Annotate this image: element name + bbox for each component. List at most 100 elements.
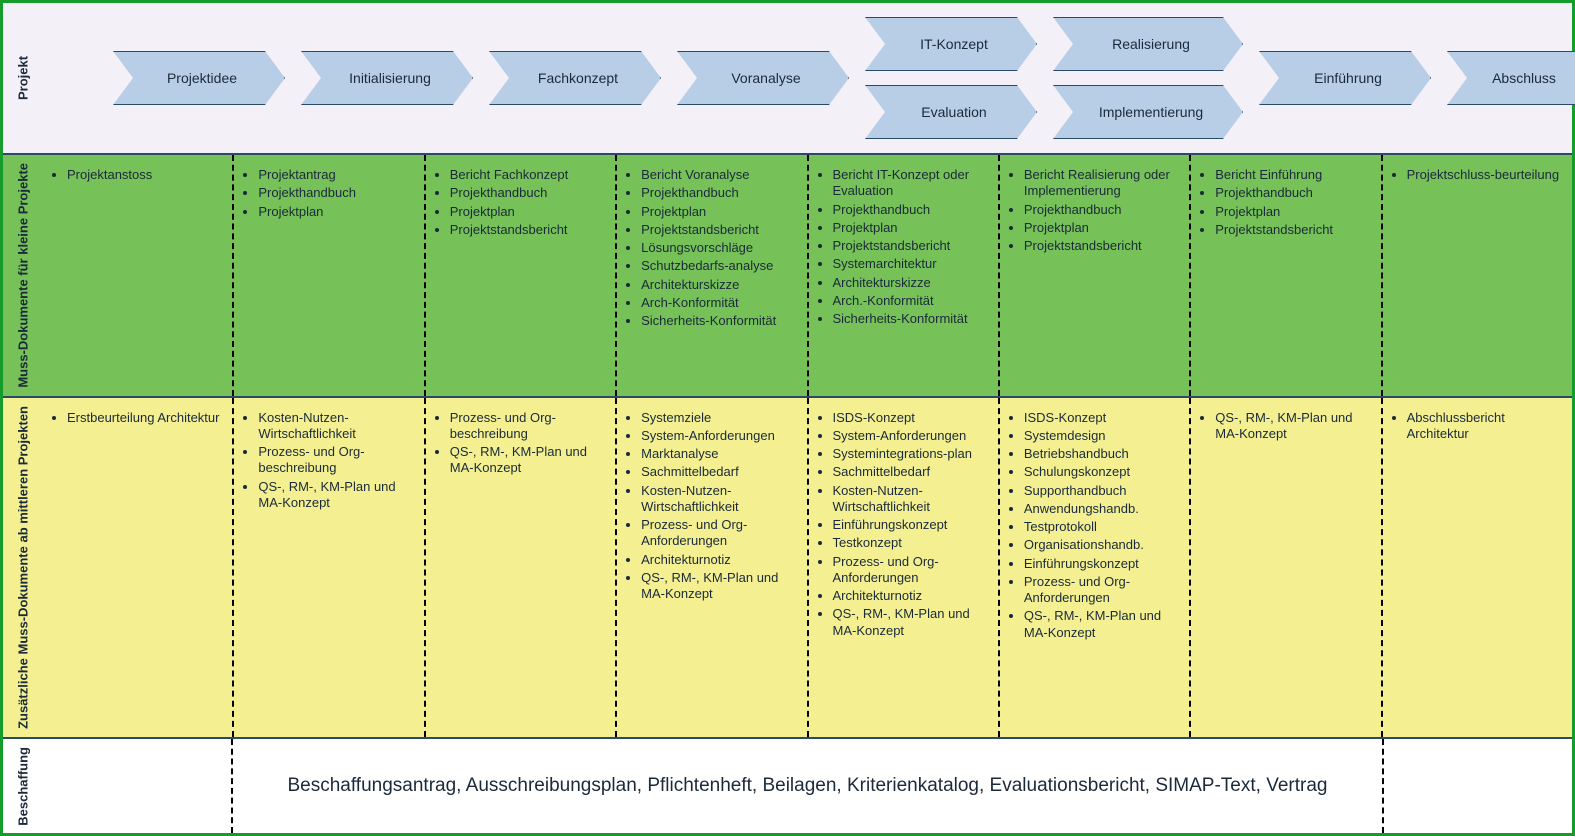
green-columns: ProjektanstossProjektantragProjekthandbu… [43,155,1572,396]
doc-item: Projektstandsbericht [450,222,609,238]
doc-list: Projektschluss-beurteilung [1389,167,1566,183]
row-beschaffung: Beschaffung Beschaffungsantrag, Ausschre… [3,739,1572,834]
row-muss-mittlere: Zusätzliche Muss-Dokumente ab mittleren … [3,398,1572,739]
doc-item: Systemintegrations-plan [833,446,992,462]
diagram-canvas: Projekt ProjektideeInitialisierungFachko… [0,0,1575,836]
phase-chevron: IT-Konzept [865,17,1037,71]
phase-chevron: Fachkonzept [489,51,661,105]
doc-list: Bericht IT-Konzept oder EvaluationProjek… [815,167,992,327]
doc-item: Prozess- und Org-Anforderungen [1024,574,1183,607]
vlabel-muss-kleine: Muss-Dokumente für kleine Projekte [3,155,43,396]
doc-item: Arch.-Konformität [833,293,992,309]
doc-item: Einführungskonzept [1024,556,1183,572]
doc-item: Projektstandsbericht [1024,238,1183,254]
doc-item: Prozess- und Org-beschreibung [450,410,609,443]
doc-item: Kosten-Nutzen-Wirtschaftlichkeit [833,483,992,516]
doc-item: Projektplan [1024,220,1183,236]
doc-item: Einführungskonzept [833,517,992,533]
phase-chevron: Einführung [1259,51,1431,105]
doc-item: Arch-Konformität [641,295,800,311]
doc-item: QS-, RM-, KM-Plan und MA-Konzept [1024,608,1183,641]
doc-item: Projekthandbuch [258,185,417,201]
doc-item: QS-, RM-, KM-Plan und MA-Konzept [450,444,609,477]
yellow-col: ISDS-Konzept System-Anforderungen Systemin… [809,398,1000,737]
doc-item: Sachmittelbedarf [641,464,800,480]
doc-list: Bericht FachkonzeptProjekthandbuchProjek… [432,167,609,238]
doc-item: Betriebshandbuch [1024,446,1183,462]
green-col: Bericht EinführungProjekthandbuchProjekt… [1191,155,1382,396]
beschaffung-col-empty-right [1384,739,1572,834]
phase-chevron: Evaluation [865,85,1037,139]
phase-chevron: Implementierung [1053,85,1243,139]
doc-item: Architekturnotiz [641,552,800,568]
yellow-col: ISDS-KonzeptSystemdesignBetriebshandbuch… [1000,398,1191,737]
doc-item: Projektanstoss [67,167,226,183]
doc-item: Projektplan [258,204,417,220]
doc-item: Systemdesign [1024,428,1183,444]
doc-item: Projektstandsbericht [641,222,800,238]
vlabel-muss-mittlere: Zusätzliche Muss-Dokumente ab mittleren … [3,398,43,737]
green-col: Bericht Voranalyse Projekthandbuch Projekt… [617,155,808,396]
doc-list: Erstbeurteilung Architektur [49,410,226,426]
doc-item: Organisationshandb. [1024,537,1183,553]
doc-item: Lösungsvorschläge [641,240,800,256]
doc-item: Projekthandbuch [450,185,609,201]
yellow-col: Prozess- und Org-beschreibungQS-, RM-, K… [426,398,617,737]
green-col: Bericht Realisierung oder Implementierun… [1000,155,1191,396]
doc-item: QS-, RM-, KM-Plan und MA-Konzept [641,570,800,603]
doc-list: Kosten-Nutzen-WirtschaftlichkeitProzess-… [240,410,417,512]
doc-item: Projekthandbuch [833,202,992,218]
doc-item: Prozess- und Org-Anforderungen [641,517,800,550]
doc-item: Schulungskonzept [1024,464,1183,480]
beschaffung-body: Beschaffungsantrag, Ausschreibungsplan, … [43,739,1572,834]
doc-item: Projektplan [1215,204,1374,220]
yellow-columns: Erstbeurteilung Architektur Kosten-Nutzen… [43,398,1572,737]
doc-item: Projektschluss-beurteilung [1407,167,1566,183]
yellow-col: Kosten-Nutzen-WirtschaftlichkeitProzess-… [234,398,425,737]
green-col: ProjektantragProjekthandbuchProjektplan [234,155,425,396]
green-col: Bericht IT-Konzept oder EvaluationProjek… [809,155,1000,396]
doc-list: Projektanstoss [49,167,226,183]
row-muss-kleine: Muss-Dokumente für kleine Projekte Proje… [3,155,1572,398]
doc-item: Projekthandbuch [1215,185,1374,201]
doc-item: Kosten-Nutzen-Wirtschaftlichkeit [641,483,800,516]
doc-item: Supporthandbuch [1024,483,1183,499]
yellow-col: Erstbeurteilung Architektur [43,398,234,737]
doc-list: QS-, RM-, KM-Plan und MA-Konzept [1197,410,1374,443]
doc-item: Systemarchitektur [833,256,992,272]
beschaffung-col-empty-left [43,739,233,834]
green-col: Projektanstoss [43,155,234,396]
doc-item: System-Anforderungen [833,428,992,444]
doc-item: ISDS-Konzept [833,410,992,426]
doc-item: Marktanalyse [641,446,800,462]
doc-item: Projekthandbuch [641,185,800,201]
doc-item: Projektplan [833,220,992,236]
doc-item: System-Anforderungen [641,428,800,444]
doc-item: QS-, RM-, KM-Plan und MA-Konzept [258,479,417,512]
doc-item: Bericht Realisierung oder Implementierun… [1024,167,1183,200]
doc-item: Sachmittelbedarf [833,464,992,480]
doc-item: Projektplan [450,204,609,220]
doc-list: SystemzieleSystem-AnforderungenMarktanal… [623,410,800,603]
doc-item: Abschlussbericht Architektur [1407,410,1566,443]
doc-item: Bericht Voranalyse [641,167,800,183]
doc-item: Sicherheits-Konformität [641,313,800,329]
green-col: Bericht FachkonzeptProjekthandbuchProjek… [426,155,617,396]
doc-list: ISDS-Konzept System-Anforderungen Systemin… [815,410,992,639]
doc-list: Abschlussbericht Architektur [1389,410,1566,443]
phase-chevron: Initialisierung [301,51,473,105]
phase-chevron: Voranalyse [677,51,849,105]
doc-item: QS-, RM-, KM-Plan und MA-Konzept [833,606,992,639]
yellow-col: SystemzieleSystem-AnforderungenMarktanal… [617,398,808,737]
doc-list: Prozess- und Org-beschreibungQS-, RM-, K… [432,410,609,477]
doc-item: Projektstandsbericht [1215,222,1374,238]
doc-item: Prozess- und Org-Anforderungen [833,554,992,587]
doc-item: Projektplan [641,204,800,220]
doc-item: Architekturskizze [641,277,800,293]
phase-chevron: Realisierung [1053,17,1243,71]
doc-list: Bericht EinführungProjekthandbuchProjekt… [1197,167,1374,238]
vlabel-beschaffung: Beschaffung [3,739,43,834]
doc-item: Projekthandbuch [1024,202,1183,218]
row-projekt: Projekt ProjektideeInitialisierungFachko… [3,3,1572,155]
projekt-chevron-area: ProjektideeInitialisierungFachkonzeptVor… [43,3,1572,153]
